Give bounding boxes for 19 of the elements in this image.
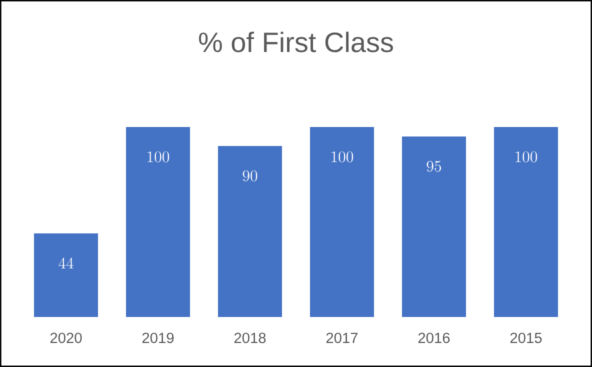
data-label: 100 [148,151,170,162]
data-label: 90 [242,170,258,182]
bar [494,126,558,317]
x-tick-label: 2019 [142,332,174,344]
data-label: 100 [516,151,538,162]
data-label: 100 [332,151,354,162]
bar [402,136,466,317]
data-label: 95 [426,160,442,172]
data-label: 44 [58,258,74,268]
x-tick-label: 2016 [418,332,450,344]
x-tick-label: 2020 [50,332,82,344]
bar [310,126,374,317]
bar [218,146,282,317]
bar [126,126,190,317]
bar [34,233,98,317]
chart-title: % of First Class [198,32,393,52]
x-tick-label: 2018 [234,332,266,344]
x-tick-label: 2017 [326,332,358,344]
x-tick-label: 2015 [510,332,542,344]
